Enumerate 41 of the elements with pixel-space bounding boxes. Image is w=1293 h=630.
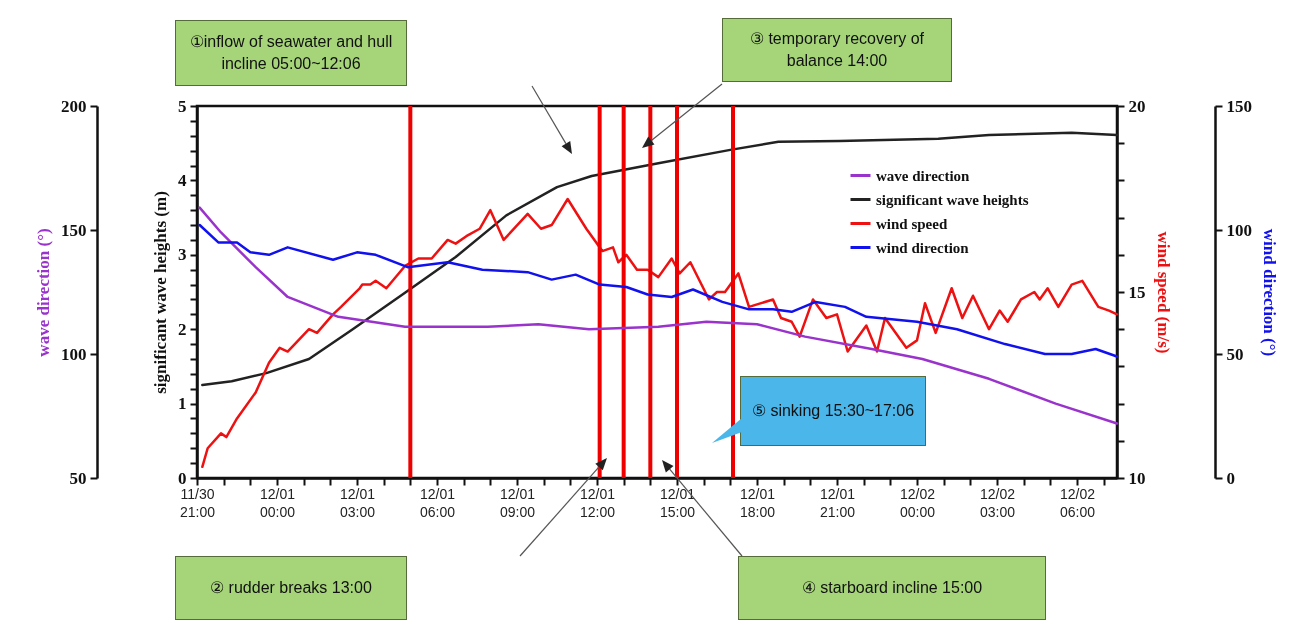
x-tick-label: 12/01 21:00 [819,485,856,520]
y-tick-label: 2 [178,319,187,339]
legend-label: significant wave heights [876,191,1029,208]
y2-tick-label: 100 [1226,220,1252,240]
y-tick-label: 5 [178,96,187,116]
y2-tick-label: 150 [1226,96,1252,116]
x-tick-label: 12/01 06:00 [419,485,456,520]
callout-box: ⑤ sinking 15:30~17:06 [740,376,926,446]
callout-box: ② rudder breaks 13:00 [175,556,407,620]
x-tick-label: 12/01 03:00 [339,485,376,520]
y2-tick-label: 0 [1226,468,1235,488]
y-tick-label: 200 [61,96,87,116]
y2-axis-title: wind direction (°) [1260,228,1279,357]
y-tick-label: 100 [61,344,87,364]
legend-label: wind direction [876,239,970,256]
legend-label: wind speed [876,215,948,232]
x-tick-label: 12/02 00:00 [899,485,936,520]
x-tick-label: 11/30 21:00 [179,485,216,520]
y2-tick-label: 10 [1128,468,1146,488]
y-tick-label: 150 [61,220,87,240]
x-tick-label: 12/02 06:00 [1059,485,1096,520]
y2-tick-label: 15 [1128,282,1146,302]
x-tick-label: 12/01 12:00 [579,485,616,520]
y-tick-label: 3 [178,245,187,265]
y-tick-label: 0 [178,468,187,488]
y-tick-label: 4 [178,170,187,190]
x-tick-label: 12/01 18:00 [739,485,776,520]
y2-tick-label: 20 [1128,96,1146,116]
y-axis-title: significant wave heights (m) [151,191,170,394]
callout-box: ①inflow of seawater and hull incline 05:00~12:06 [175,20,407,86]
y-tick-label: 1 [178,394,187,414]
callout-box: ④ starboard incline 15:00 [738,556,1046,620]
y-axis-title: wave direction (°) [34,228,53,357]
y2-axis-title: wind speed (m/s) [1153,231,1173,354]
y2-tick-label: 50 [1226,344,1244,364]
x-tick-label: 12/01 00:00 [259,485,296,520]
y-tick-label: 50 [69,468,87,488]
callout-box: ③ temporary recovery of balance 14:00 [722,18,952,82]
x-tick-label: 12/01 09:00 [499,485,536,520]
x-tick-label: 12/02 03:00 [979,485,1016,520]
legend-label: wave direction [876,167,971,184]
